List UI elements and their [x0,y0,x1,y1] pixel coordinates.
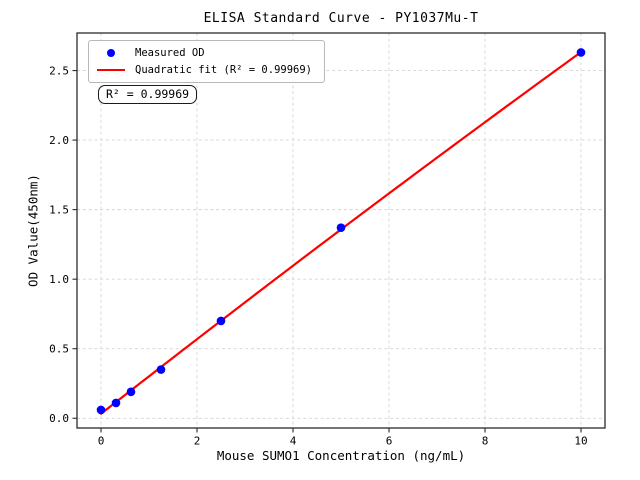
data-point [216,316,226,326]
legend-label-quadratic-fit: Quadratic fit (R² = 0.99969) [135,64,313,76]
data-point [336,223,346,233]
axes-spines [76,32,606,429]
legend: Measured OD Quadratic fit (R² = 0.99969) [88,40,326,83]
x-tick-label: 2 [194,435,201,448]
legend-label-measured-od: Measured OD [135,47,205,59]
data-point [111,398,121,408]
y-tick-label: 0.0 [49,412,69,425]
measured-od-points [96,48,586,415]
x-tick-label: 6 [386,435,393,448]
legend-line-marker-icon [97,68,125,72]
grid [77,33,605,428]
legend-item-quadratic-fit: Quadratic fit (R² = 0.99969) [96,62,312,78]
data-point [156,365,166,374]
y-tick-label: 1.5 [49,203,69,216]
r-squared-annotation: R² = 0.99969 [98,85,198,104]
x-axis-label: Mouse SUMO1 Concentration (ng/mL) [216,448,466,463]
x-tick-label: 4 [290,435,297,448]
quadratic-fit-line [99,50,583,415]
chart-title: ELISA Standard Curve - PY1037Mu-T [203,11,479,26]
data-point [96,405,106,415]
axis-tick-labels: 0 2 4 6 8 10 0.0 0.5 1.0 1.5 2.0 2.5 [49,64,588,447]
legend-dot-marker-icon [107,49,115,57]
y-tick-label: 2.5 [49,64,69,77]
x-tick-label: 10 [574,435,587,448]
y-tick-label: 1.0 [49,273,69,286]
y-axis-label: OD Value(450nm) [25,174,41,287]
x-tick-label: 8 [482,435,489,448]
legend-item-measured-od: Measured OD [96,45,312,61]
data-point [576,48,586,57]
y-tick-label: 2.0 [49,134,69,147]
x-tick-label: 0 [98,435,105,448]
data-point [126,387,136,397]
y-tick-label: 0.5 [49,343,69,356]
axis-ticks [72,70,582,433]
